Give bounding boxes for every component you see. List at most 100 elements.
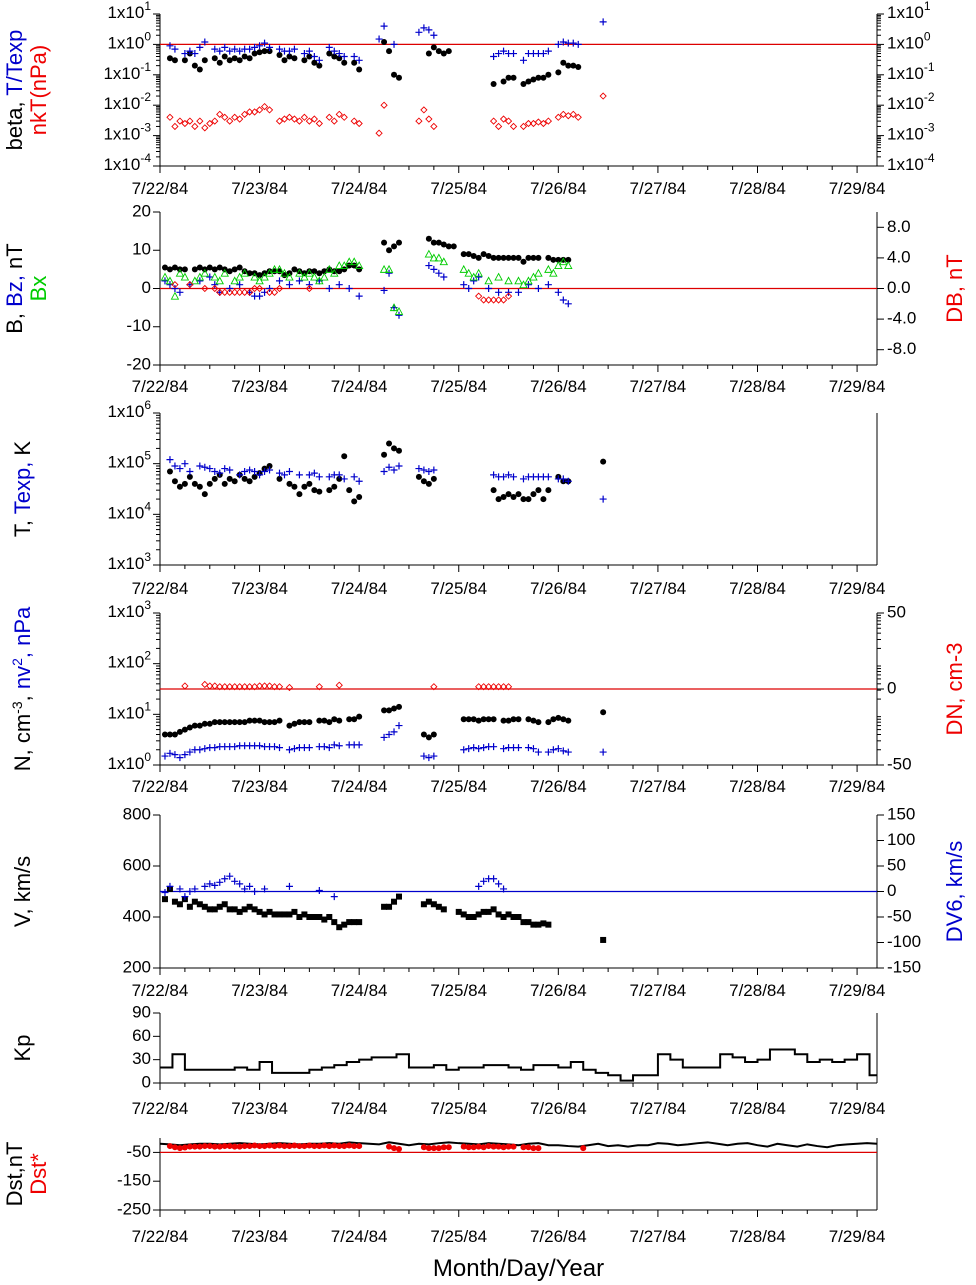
data-point (465, 251, 472, 258)
data-point (215, 276, 225, 285)
data-point (291, 720, 298, 727)
panel-density-pressure: 7/22/84 7/23/84 7/24/84 7/25/84 7/26/84 7/27/… (9, 598, 967, 796)
data-point (500, 1144, 507, 1151)
data-point (490, 471, 498, 479)
x-tick-label: 7/23/84 (231, 981, 288, 1000)
data-point (290, 745, 298, 753)
data-point (226, 268, 233, 275)
data-point (530, 1145, 537, 1152)
data-point (216, 1143, 223, 1150)
data-point (485, 908, 492, 915)
data-point (510, 254, 517, 261)
data-point (285, 882, 293, 890)
data-point (425, 262, 433, 270)
data-point (534, 748, 542, 756)
data-point (580, 1145, 587, 1152)
y-tick-label: -50 (887, 906, 912, 925)
data-point (335, 742, 343, 750)
data-point (280, 115, 289, 123)
data-point (290, 45, 298, 53)
y-tick-label: 50 (887, 855, 906, 874)
data-point (316, 488, 323, 495)
data-point (391, 445, 398, 452)
data-point (236, 115, 244, 123)
data-point (315, 119, 323, 128)
data-point (356, 713, 363, 720)
data-point (355, 119, 363, 128)
data-point (470, 744, 478, 752)
x-tick-label: 7/27/84 (630, 1099, 687, 1118)
data-point (275, 284, 284, 293)
data-point (475, 745, 483, 753)
data-point (296, 1143, 303, 1150)
y-tick-label: 1x106 (107, 398, 151, 421)
data-point (331, 716, 338, 723)
data-point (296, 914, 303, 920)
data-point (281, 911, 288, 918)
data-point (375, 129, 383, 137)
data-point (340, 475, 348, 483)
data-point (266, 1142, 273, 1149)
x-axis-title: Month/Day/Year (433, 1255, 604, 1282)
data-point (420, 466, 428, 474)
data-point (425, 734, 432, 741)
data-point (515, 744, 522, 752)
data-point (191, 1143, 198, 1150)
data-point (171, 45, 179, 53)
data-point (186, 281, 194, 289)
data-point (176, 288, 184, 296)
data-point (325, 473, 333, 481)
x-tick-label: 7/27/84 (630, 777, 687, 796)
data-point (161, 264, 168, 271)
data-point (176, 901, 183, 908)
data-point (265, 682, 274, 690)
data-point (330, 741, 338, 749)
data-point (191, 122, 199, 131)
data-point (251, 888, 259, 895)
y-axis-title-line2: Bx (26, 276, 51, 302)
data-point (525, 496, 532, 503)
data-point (489, 296, 498, 304)
data-point (320, 272, 329, 281)
data-point (231, 478, 238, 485)
data-point (196, 66, 203, 73)
data-point (395, 722, 403, 730)
data-point (181, 266, 188, 273)
data-point (529, 272, 538, 281)
data-point (196, 1143, 203, 1150)
series-nkt-npa- (166, 92, 607, 137)
data-point (201, 57, 208, 64)
data-point (276, 1142, 283, 1149)
data-point (241, 288, 249, 296)
data-point (430, 475, 437, 482)
data-point (470, 914, 477, 920)
y-tick-label: 60 (132, 1026, 151, 1045)
data-point (176, 754, 184, 762)
data-point (380, 468, 388, 476)
data-point (440, 241, 447, 248)
data-point (256, 471, 264, 479)
data-point (161, 889, 169, 897)
data-point (565, 256, 572, 263)
data-point (305, 47, 313, 55)
data-point (386, 903, 393, 910)
data-point (335, 681, 343, 689)
data-point (256, 49, 263, 56)
data-point (330, 268, 339, 277)
data-point (420, 24, 428, 32)
data-point (261, 911, 268, 918)
data-point (211, 45, 219, 53)
data-point (196, 43, 204, 51)
data-point (341, 59, 348, 66)
y-axis-title-line2: Dst* (26, 1153, 51, 1195)
data-point (211, 468, 219, 476)
y-tick-label: 0 (142, 278, 151, 297)
data-point (435, 903, 442, 910)
data-point (261, 39, 269, 47)
data-point (266, 285, 274, 292)
data-point (221, 288, 229, 296)
data-point (485, 285, 493, 292)
data-point (305, 281, 313, 289)
data-point (510, 1143, 517, 1150)
data-point (530, 491, 537, 498)
